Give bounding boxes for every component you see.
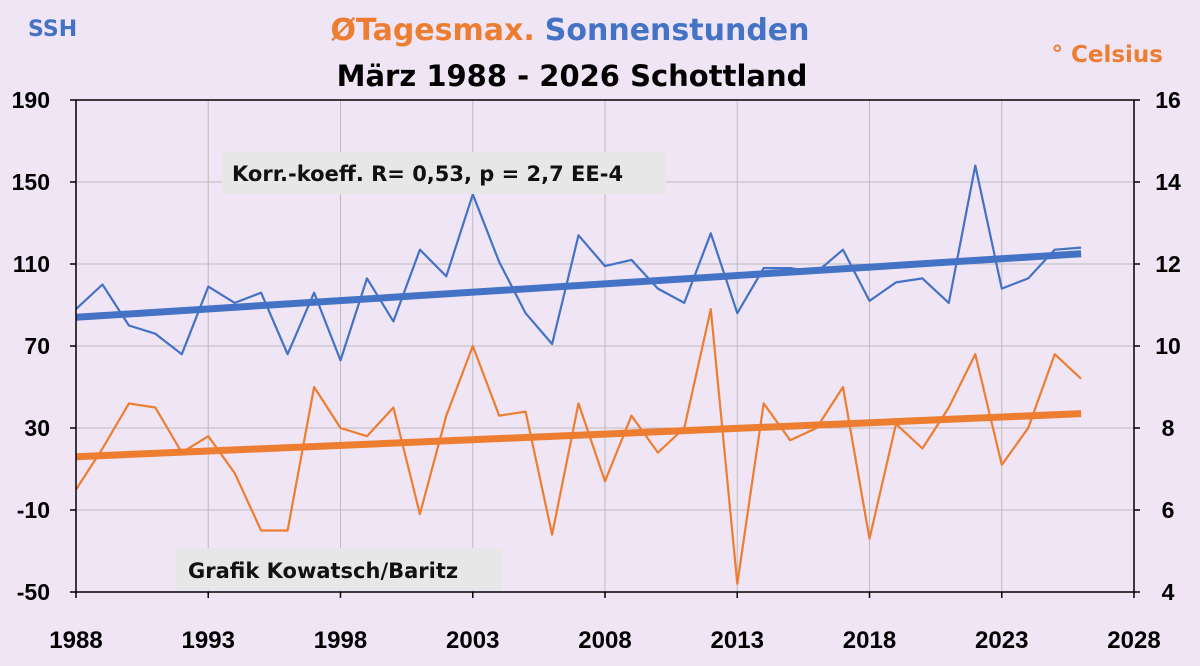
x-tick-label: 2013 [711,627,764,654]
series-lines [75,164,1082,585]
chart-subtitle: März 1988 - 2026 Schottland [337,59,808,93]
trend-line-temperature [75,410,1082,461]
credit-label: Grafik Kowatsch/Baritz [188,559,458,583]
y-left-tick-label: -50 [17,579,50,605]
y-left-tick-label: 110 [13,251,50,277]
x-tick-label: 2018 [843,627,896,654]
x-tick-label: 2008 [578,627,631,654]
y-left-tick-label: 70 [24,333,50,359]
y-right-tick-label: 4 [1162,579,1175,605]
credit-box: Grafik Kowatsch/Baritz [176,548,502,590]
chart-title: ØTagesmax. Sonnenstunden [330,13,809,48]
x-tick-label: 1988 [49,627,102,654]
trend-lines [75,250,1082,461]
y-right-tick-label: 12 [1155,251,1181,277]
y-left-tick-label: 30 [24,415,50,441]
x-tick-label: 2028 [1107,627,1160,654]
y-right-tick-label: 10 [1155,333,1181,359]
title-part-temperature: ØTagesmax. [330,13,534,48]
x-tick-label: 1993 [182,627,235,654]
title-part-sunshine: Sonnenstunden [545,13,810,48]
y-left-tick-label: 190 [12,87,50,113]
x-tick-label: 2003 [446,627,499,654]
y-right-tick-label: 8 [1162,415,1175,441]
y-right-tick-label: 14 [1155,169,1181,195]
x-tick-label: 2023 [975,627,1028,654]
right-axis-label: ° Celsius [1051,42,1163,68]
left-axis-label: SSH [28,17,77,42]
correlation-label: Korr.-koeff. R= 0,53, p = 2,7 EE-4 [232,162,623,186]
trend-line-sunshine [75,250,1082,321]
y-right-tick-label: 6 [1162,497,1175,523]
correlation-box: Korr.-koeff. R= 0,53, p = 2,7 EE-4 [222,152,666,194]
y-right-tick-label: 16 [1155,87,1181,113]
y-left-tick-label: -10 [17,497,50,523]
y-left-tick-label: 150 [12,169,50,195]
ticks: 1988 1993 1998 2003 2008 2013 2018 2023 2028 190 1… [12,87,1181,654]
x-tick-label: 1998 [314,627,367,654]
